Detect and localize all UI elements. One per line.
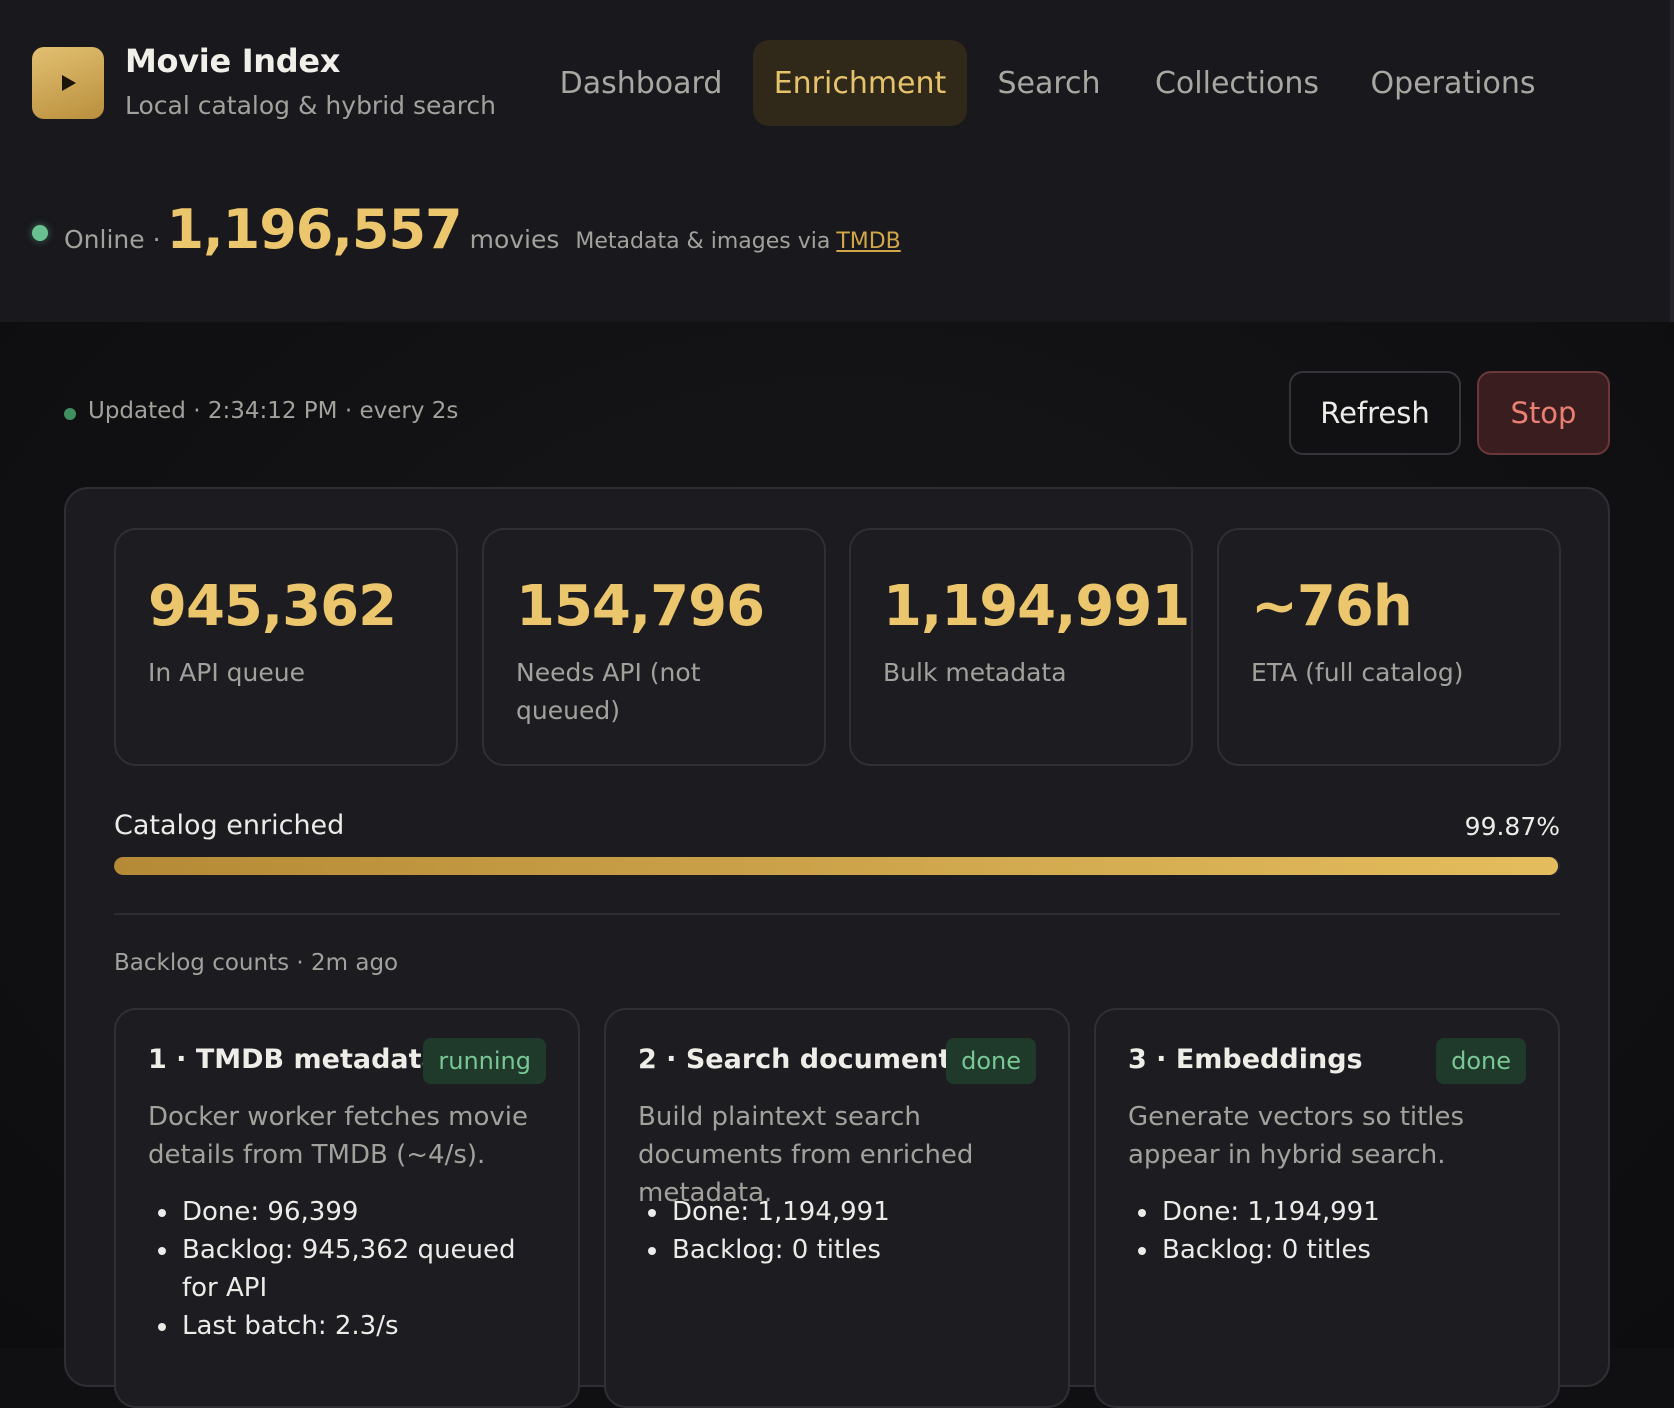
step-title: 3 · Embeddings: [1128, 1044, 1363, 1075]
step-card-embeddings: 3 · Embeddings done Generate vectors so …: [1094, 1008, 1560, 1408]
status-badge: done: [946, 1038, 1036, 1084]
online-label: Online ·: [64, 225, 161, 254]
section-divider: [114, 913, 1560, 915]
step-card-tmdb-metadata: 1 · TMDB metadata running Docker worker …: [114, 1008, 580, 1408]
step-title: 2 · Search documents: [638, 1044, 968, 1075]
progress-bar-fill: [114, 857, 1559, 875]
stop-button[interactable]: Stop: [1477, 371, 1610, 455]
progress-percent: 99.87%: [1464, 812, 1560, 841]
step-description: Build plaintext search documents from en…: [638, 1102, 974, 1208]
tab-operations[interactable]: Operations: [1370, 65, 1536, 101]
list-item: Last batch: 2.3/s: [180, 1307, 558, 1345]
stat-value: 945,362: [148, 574, 397, 639]
stat-label: In API queue: [148, 658, 305, 687]
app-subtitle: Local catalog & hybrid search: [125, 91, 497, 120]
tmdb-link[interactable]: TMDB: [836, 229, 901, 254]
stat-card-api-queue: 945,362 In API queue: [114, 528, 458, 766]
list-item: Done: 96,399: [180, 1193, 558, 1231]
stat-card-eta: ~76h ETA (full catalog): [1217, 528, 1561, 766]
progress-label: Catalog enriched: [114, 810, 345, 841]
tab-collections[interactable]: Collections: [1154, 65, 1320, 101]
stat-value: 154,796: [516, 574, 765, 639]
step-title: 1 · TMDB metadata: [148, 1044, 440, 1075]
play-icon: [62, 75, 76, 91]
top-header: Movie Index Local catalog & hybrid searc…: [0, 0, 1674, 322]
online-indicator: [32, 225, 48, 241]
step-stats-list: Done: 1,194,991 Backlog: 0 titles: [638, 1193, 1048, 1269]
progress-bar: [114, 857, 1560, 875]
list-item: Backlog: 0 titles: [670, 1231, 1048, 1269]
status-badge: done: [1436, 1038, 1526, 1084]
step-stats-list: Done: 1,194,991 Backlog: 0 titles: [1128, 1193, 1538, 1269]
tab-dashboard[interactable]: Dashboard: [559, 65, 723, 101]
movie-count-unit: movies: [469, 225, 560, 254]
step-stats-list: Done: 96,399 Backlog: 945,362 queued for…: [148, 1193, 558, 1345]
backlog-note: Backlog counts · 2m ago: [114, 950, 399, 976]
list-item: Backlog: 0 titles: [1160, 1231, 1538, 1269]
stat-card-needs-api: 154,796 Needs API (not queued): [482, 528, 826, 766]
list-item: Done: 1,194,991: [670, 1193, 1048, 1231]
tab-enrichment[interactable]: Enrichment: [753, 40, 967, 126]
tab-search[interactable]: Search: [997, 65, 1101, 101]
stat-value: ~76h: [1251, 574, 1413, 639]
list-item: Done: 1,194,991: [1160, 1193, 1538, 1231]
step-description: Generate vectors so titles appear in hyb…: [1128, 1102, 1465, 1170]
app-logo[interactable]: [32, 47, 104, 119]
step-card-search-documents: 2 · Search documents done Build plaintex…: [604, 1008, 1070, 1408]
app-title: Movie Index: [125, 42, 341, 80]
scrollbar-edge: [1670, 0, 1674, 322]
stat-label: Needs API (not queued): [516, 658, 701, 725]
stat-label: Bulk metadata: [883, 658, 1067, 687]
attribution-text: Metadata & images via: [575, 229, 831, 254]
stat-card-bulk-metadata: 1,194,991 Bulk metadata: [849, 528, 1193, 766]
list-item: Backlog: 945,362 queued for API: [180, 1231, 558, 1307]
step-description: Docker worker fetches movie details from…: [148, 1102, 529, 1170]
status-badge: running: [423, 1038, 546, 1084]
updated-timestamp: Updated · 2:34:12 PM · every 2s: [88, 398, 459, 424]
live-update-indicator: [64, 408, 76, 420]
movie-count: 1,196,557: [166, 198, 463, 261]
refresh-button[interactable]: Refresh: [1289, 371, 1461, 455]
catalog-status: Online · 1,196,557 movies Metadata & ima…: [64, 198, 901, 268]
stat-value: 1,194,991: [883, 574, 1190, 639]
stat-label: ETA (full catalog): [1251, 658, 1464, 687]
